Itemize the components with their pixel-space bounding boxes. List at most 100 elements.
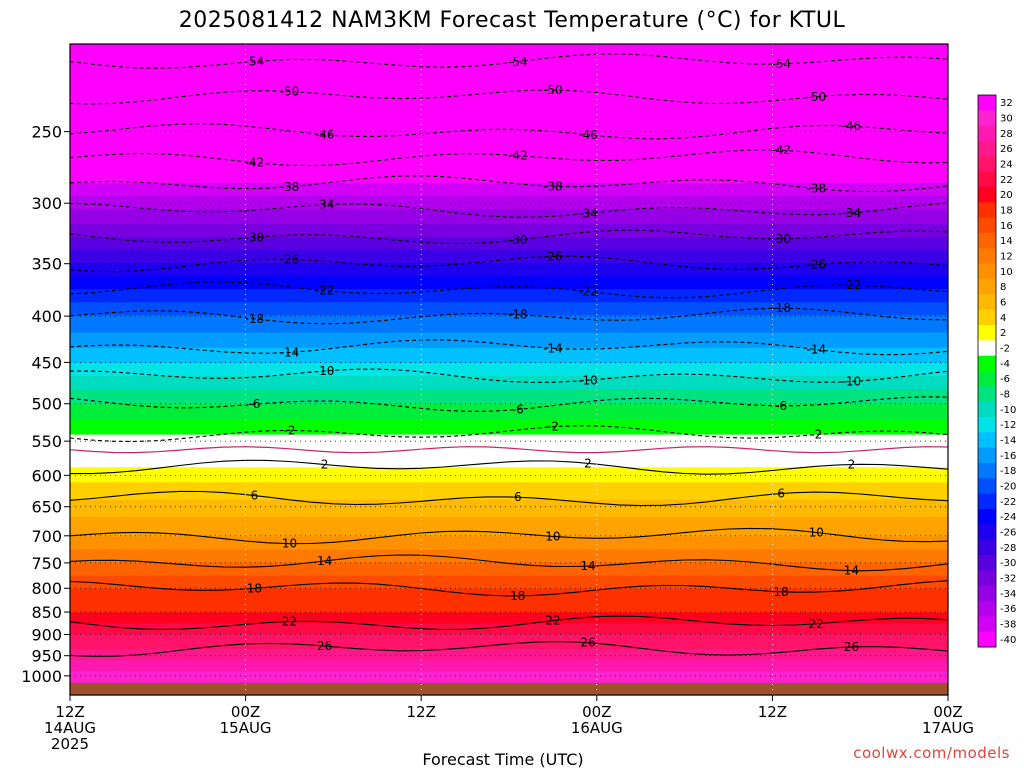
field-band (70, 603, 948, 607)
field-band (70, 308, 948, 312)
field-band (70, 76, 948, 80)
field-band (70, 675, 948, 679)
field-band (70, 645, 948, 648)
field-band (70, 93, 948, 97)
field-band (70, 497, 948, 501)
colorbar-label: -22 (1000, 497, 1016, 508)
field-band (70, 167, 948, 171)
field-band (70, 378, 948, 381)
field-band (70, 376, 948, 379)
colorbar-label: -18 (1000, 466, 1016, 477)
colorbar-swatch (978, 631, 996, 648)
contour-2 (70, 459, 949, 475)
field-band (70, 345, 948, 349)
field-band (70, 473, 948, 477)
field-band (70, 278, 948, 282)
field-band (70, 221, 948, 225)
y-tick-label: 900 (31, 625, 62, 644)
field-band (70, 532, 948, 536)
colorbar-swatch (978, 371, 996, 387)
colorbar-swatch (978, 217, 996, 234)
contour-label: 2 (584, 456, 592, 470)
field-band (70, 584, 948, 588)
ground (70, 682, 948, 695)
contour-label: -6 (248, 397, 260, 411)
field-band (70, 48, 948, 52)
field-band (70, 564, 948, 568)
field-band (70, 625, 948, 629)
colorbar-swatch (978, 432, 996, 449)
field-band (70, 619, 948, 622)
field-band (70, 402, 948, 405)
y-tick-label: 700 (31, 527, 62, 546)
field-band (70, 389, 948, 392)
field-band (70, 586, 948, 590)
colorbar-label: 14 (1000, 236, 1013, 247)
colorbar-label: -6 (1000, 374, 1010, 385)
colorbar-label: 10 (1000, 267, 1013, 278)
contour-label: -42 (508, 149, 528, 163)
field-band (70, 206, 948, 210)
field-band (70, 573, 948, 577)
field-band (70, 462, 948, 466)
field-band (70, 638, 948, 642)
contour-label: -42 (245, 156, 265, 170)
colorbar-swatch (978, 447, 996, 464)
contour-label: 6 (514, 490, 522, 504)
colorbar-label: 22 (1000, 175, 1013, 186)
colorbar-label: 24 (1000, 160, 1013, 171)
field-band (70, 441, 948, 444)
field-band (70, 597, 948, 601)
colorbar-label: -24 (1000, 512, 1016, 523)
field-band (70, 560, 948, 564)
field-band (70, 117, 948, 121)
contour-label: -6 (512, 403, 524, 417)
field-band (70, 367, 948, 371)
colorbar-swatch (978, 294, 996, 311)
field-band (70, 156, 948, 160)
field-band (70, 469, 948, 473)
colorbar-label: 28 (1000, 129, 1013, 140)
field-band (70, 577, 948, 581)
contour-label: 18 (774, 585, 789, 599)
field-band (70, 488, 948, 492)
colorbar-frame (977, 94, 997, 648)
contour-label: 22 (282, 615, 297, 629)
colorbar-swatch (978, 263, 996, 280)
field-band (70, 104, 948, 108)
field-band (70, 252, 948, 256)
field-band (70, 593, 948, 596)
field-band (70, 566, 948, 570)
field-band (70, 647, 948, 651)
contour-label: -34 (578, 206, 598, 220)
field-band (70, 128, 948, 132)
colorbar-label: -26 (1000, 528, 1016, 539)
colorbar-swatch (978, 156, 996, 173)
colorbar-swatch (978, 95, 996, 111)
field-band (70, 106, 948, 110)
colorbar-swatch (978, 340, 996, 357)
contour-label: 2 (848, 457, 856, 471)
y-tick-label: 300 (31, 194, 62, 213)
contour-label: -50 (806, 90, 826, 104)
colorbar-label: -40 (1000, 635, 1016, 646)
contour-label: -50 (280, 84, 300, 98)
contour-label: -22 (315, 284, 335, 298)
colorbar-swatch (978, 616, 996, 633)
contour-label: 10 (809, 526, 824, 540)
field-band (70, 523, 948, 527)
contour-label: 10 (545, 529, 560, 543)
field-band (70, 274, 948, 277)
contour-label: -54 (245, 55, 265, 69)
field-band (70, 213, 948, 217)
field-band (70, 668, 948, 672)
field-band (70, 165, 948, 169)
field-band (70, 588, 948, 592)
field-band (70, 360, 948, 364)
field-band (70, 161, 948, 164)
field-band (70, 59, 948, 62)
field-band (70, 198, 948, 201)
field-band (70, 549, 948, 553)
colorbar-label: 8 (1000, 282, 1006, 293)
